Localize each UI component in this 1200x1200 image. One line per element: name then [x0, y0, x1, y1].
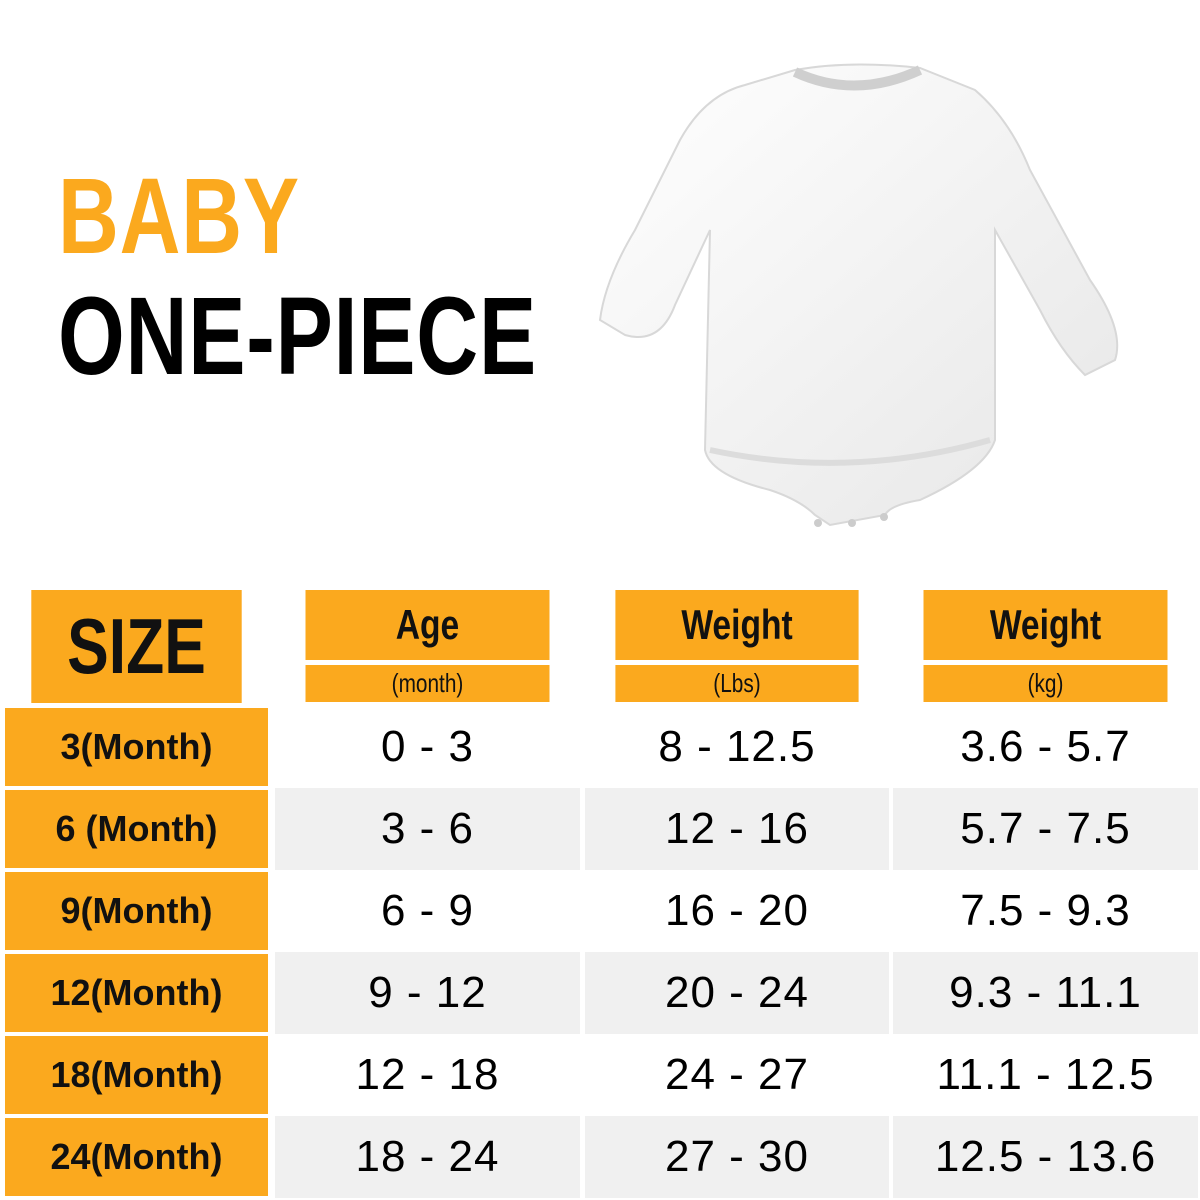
lbs-cell: 24 - 27	[585, 1034, 889, 1116]
size-cell: 6 (Month)	[5, 790, 268, 868]
size-cell-text: 3(Month)	[60, 726, 213, 767]
size-cell: 9(Month)	[5, 872, 268, 950]
age-cell-text: 18 - 24	[355, 1132, 500, 1181]
lbs-cell-text: 8 - 12.5	[658, 722, 816, 771]
size-cell: 18(Month)	[5, 1036, 268, 1114]
lbs-cell: 12 - 16	[585, 788, 889, 870]
kg-cell: 7.5 - 9.3	[893, 870, 1198, 952]
age-cell-text: 9 - 12	[368, 968, 487, 1017]
size-cell-text: 24(Month)	[50, 1136, 223, 1177]
size-cell-text: 9(Month)	[60, 890, 213, 931]
lbs-cell: 20 - 24	[585, 952, 889, 1034]
column-unit-text: (Lbs)	[713, 668, 761, 698]
column-unit: (kg)	[923, 665, 1168, 702]
kg-cell: 5.7 - 7.5	[893, 788, 1198, 870]
age-cell-text: 0 - 3	[380, 722, 475, 771]
column-unit: (month)	[305, 665, 550, 702]
kg-cell-text: 11.1 - 12.5	[936, 1050, 1155, 1099]
age-cell: 6 - 9	[275, 870, 580, 952]
size-cell-text: 6 (Month)	[55, 808, 218, 849]
lbs-cell-text: 27 - 30	[665, 1132, 809, 1181]
kg-cell: 12.5 - 13.6	[893, 1116, 1198, 1198]
lbs-cell-text: 16 - 20	[665, 886, 809, 935]
lbs-cell-text: 12 - 16	[665, 804, 809, 853]
column-header-text: Weight	[989, 601, 1102, 648]
column-header-text: Weight	[681, 601, 793, 648]
age-cell: 0 - 3	[275, 706, 580, 788]
column-unit-text: (month)	[391, 668, 464, 698]
lbs-cell-text: 20 - 24	[665, 968, 809, 1017]
kg-cell: 3.6 - 5.7	[893, 706, 1198, 788]
size-cell: 12(Month)	[5, 954, 268, 1032]
column-header-text: Age	[395, 601, 460, 648]
age-cell: 12 - 18	[275, 1034, 580, 1116]
size-cell: 3(Month)	[5, 708, 268, 786]
kg-cell: 9.3 - 11.1	[893, 952, 1198, 1034]
title-baby: BABY	[58, 155, 300, 276]
size-header-text: SIZE	[67, 602, 206, 690]
lbs-cell: 27 - 30	[585, 1116, 889, 1198]
lbs-cell: 8 - 12.5	[585, 706, 889, 788]
bodysuit-image	[598, 63, 1119, 527]
column-header: Age	[305, 590, 550, 660]
kg-cell-text: 5.7 - 7.5	[960, 804, 1131, 853]
age-cell: 9 - 12	[275, 952, 580, 1034]
age-cell: 18 - 24	[275, 1116, 580, 1198]
age-cell-text: 3 - 6	[380, 804, 475, 853]
title-one-piece: ONE-PIECE	[58, 275, 538, 398]
size-header: SIZE	[31, 590, 242, 703]
lbs-cell: 16 - 20	[585, 870, 889, 952]
age-cell: 3 - 6	[275, 788, 580, 870]
kg-cell-text: 9.3 - 11.1	[949, 968, 1142, 1017]
kg-cell-text: 7.5 - 9.3	[960, 886, 1131, 935]
column-unit-text: (kg)	[1027, 668, 1064, 698]
column-unit: (Lbs)	[615, 665, 859, 702]
lbs-cell-text: 24 - 27	[665, 1050, 809, 1099]
column-header: Weight	[923, 590, 1168, 660]
size-cell-text: 18(Month)	[50, 1054, 223, 1095]
kg-cell: 11.1 - 12.5	[893, 1034, 1198, 1116]
column-header: Weight	[615, 590, 859, 660]
kg-cell-text: 12.5 - 13.6	[934, 1132, 1157, 1181]
size-cell: 24(Month)	[5, 1118, 268, 1196]
size-cell-text: 12(Month)	[50, 972, 223, 1013]
age-cell-text: 6 - 9	[380, 886, 475, 935]
kg-cell-text: 3.6 - 5.7	[960, 722, 1131, 771]
age-cell-text: 12 - 18	[355, 1050, 500, 1099]
